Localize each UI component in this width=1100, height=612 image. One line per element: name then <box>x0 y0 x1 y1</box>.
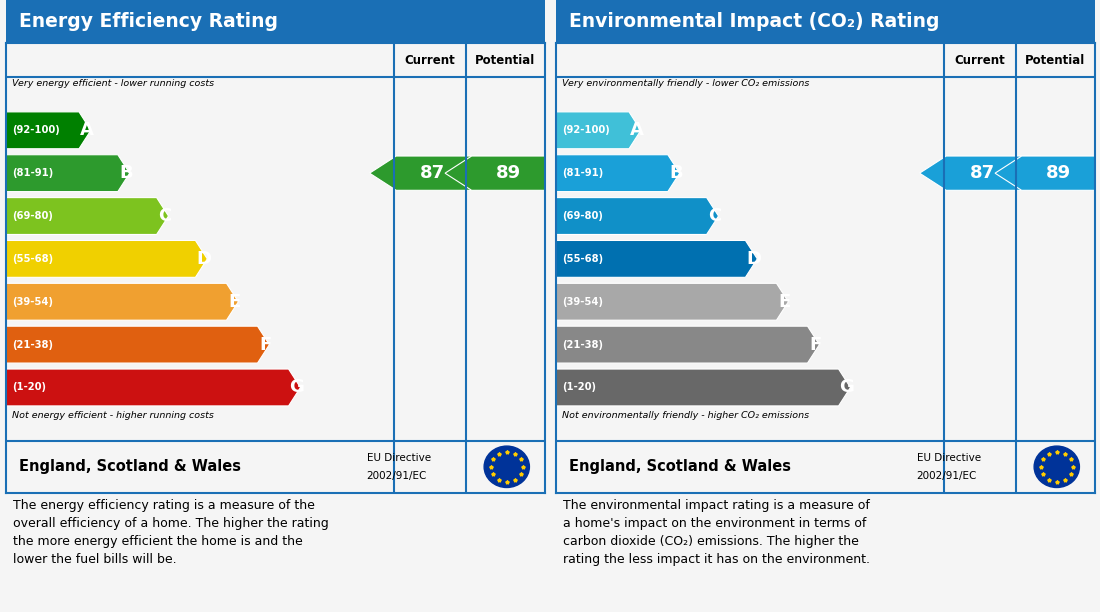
Text: E: E <box>229 293 241 311</box>
Polygon shape <box>556 283 789 320</box>
Text: 87: 87 <box>970 164 996 182</box>
Text: F: F <box>260 335 272 354</box>
Text: The energy efficiency rating is a measure of the
overall efficiency of a home. T: The energy efficiency rating is a measur… <box>13 499 329 565</box>
Text: D: D <box>746 250 761 268</box>
Text: (69-80): (69-80) <box>12 211 53 221</box>
Polygon shape <box>996 156 1100 190</box>
Text: (92-100): (92-100) <box>12 125 59 135</box>
Polygon shape <box>556 369 850 406</box>
Text: C: C <box>708 207 722 225</box>
Text: (69-80): (69-80) <box>562 211 603 221</box>
Text: 2002/91/EC: 2002/91/EC <box>366 471 427 480</box>
Polygon shape <box>370 156 491 190</box>
Text: EU Directive: EU Directive <box>366 453 431 463</box>
Text: (21-38): (21-38) <box>12 340 53 349</box>
Text: (21-38): (21-38) <box>562 340 603 349</box>
Text: (39-54): (39-54) <box>12 297 53 307</box>
Text: Potential: Potential <box>475 54 536 67</box>
Text: 2002/91/EC: 2002/91/EC <box>916 471 977 480</box>
Text: F: F <box>810 335 822 354</box>
Polygon shape <box>6 241 207 277</box>
Text: (92-100): (92-100) <box>562 125 609 135</box>
Text: England, Scotland & Wales: England, Scotland & Wales <box>569 459 791 474</box>
Text: A: A <box>630 121 645 140</box>
Circle shape <box>1034 446 1079 488</box>
Bar <box>556 0 1094 43</box>
Text: (1-20): (1-20) <box>12 382 46 392</box>
Text: B: B <box>119 164 133 182</box>
Circle shape <box>484 446 529 488</box>
Text: Potential: Potential <box>1025 54 1086 67</box>
Polygon shape <box>6 283 239 320</box>
Polygon shape <box>6 326 270 363</box>
Text: C: C <box>158 207 172 225</box>
Text: (81-91): (81-91) <box>562 168 603 178</box>
Polygon shape <box>556 198 718 234</box>
Polygon shape <box>6 112 91 149</box>
Text: G: G <box>289 378 305 397</box>
Text: Current: Current <box>405 54 455 67</box>
Text: 89: 89 <box>495 164 520 182</box>
Text: (55-68): (55-68) <box>562 254 603 264</box>
Text: B: B <box>669 164 683 182</box>
Text: EU Directive: EU Directive <box>916 453 981 463</box>
Text: The environmental impact rating is a measure of
a home's impact on the environme: The environmental impact rating is a mea… <box>563 499 870 565</box>
Text: England, Scotland & Wales: England, Scotland & Wales <box>19 459 241 474</box>
Text: E: E <box>779 293 791 311</box>
Polygon shape <box>446 156 565 190</box>
Polygon shape <box>556 112 641 149</box>
Text: Not environmentally friendly - higher CO₂ emissions: Not environmentally friendly - higher CO… <box>562 411 810 420</box>
Text: 89: 89 <box>1045 164 1070 182</box>
Text: Environmental Impact (CO₂) Rating: Environmental Impact (CO₂) Rating <box>569 12 939 31</box>
Polygon shape <box>6 369 300 406</box>
Text: (55-68): (55-68) <box>12 254 53 264</box>
Text: Current: Current <box>955 54 1005 67</box>
Text: Very energy efficient - lower running costs: Very energy efficient - lower running co… <box>12 80 214 88</box>
Polygon shape <box>556 155 680 192</box>
Polygon shape <box>6 198 168 234</box>
Bar <box>6 0 544 43</box>
Polygon shape <box>556 241 757 277</box>
Text: (1-20): (1-20) <box>562 382 596 392</box>
Text: Energy Efficiency Rating: Energy Efficiency Rating <box>19 12 278 31</box>
Text: (39-54): (39-54) <box>562 297 603 307</box>
Text: Very environmentally friendly - lower CO₂ emissions: Very environmentally friendly - lower CO… <box>562 80 810 88</box>
Polygon shape <box>6 155 130 192</box>
Text: (81-91): (81-91) <box>12 168 53 178</box>
Text: D: D <box>196 250 211 268</box>
Text: 87: 87 <box>420 164 446 182</box>
Polygon shape <box>556 326 820 363</box>
Text: G: G <box>839 378 855 397</box>
Text: Not energy efficient - higher running costs: Not energy efficient - higher running co… <box>12 411 213 420</box>
Polygon shape <box>920 156 1041 190</box>
Text: A: A <box>80 121 95 140</box>
